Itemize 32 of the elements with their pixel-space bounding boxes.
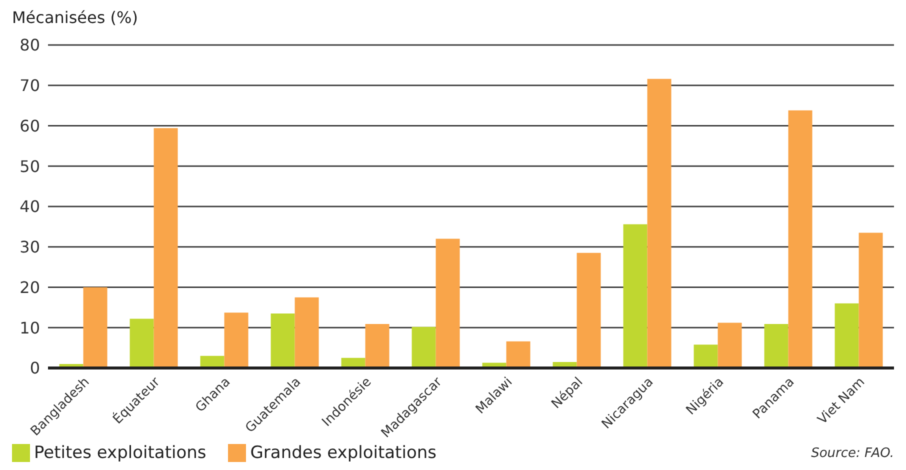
legend-label: Petites exploitations [34,443,206,463]
bar [858,232,883,368]
bar [365,324,390,368]
y-tick-label: 30 [20,238,40,257]
bar [694,344,718,368]
y-tick-label: 20 [20,278,40,297]
bar [154,128,178,368]
bar [224,312,248,368]
bar [576,252,601,368]
y-tick-label: 0 [30,358,40,378]
y-tick-label: 80 [20,36,40,55]
y-tick-label: 40 [20,197,40,216]
y-tick-label: 50 [20,156,40,176]
y-axis-title: Mécanisées (%) [12,8,138,27]
bar [764,324,788,368]
source-note: Source: FAO. [811,446,894,461]
bar [834,303,859,368]
bar [412,326,436,368]
bar [270,313,295,368]
legend-label: Grandes exploitations [250,443,436,463]
y-tick-label: 10 [20,318,40,338]
bar [788,110,812,368]
bar [436,238,460,368]
y-tick-label: 60 [20,116,40,136]
bar [294,297,319,368]
bar [718,322,742,368]
bar [83,287,108,368]
bar [130,318,154,368]
bar [506,341,530,368]
bar [647,78,672,368]
bar [623,224,648,368]
y-tick-label: 70 [20,76,40,96]
